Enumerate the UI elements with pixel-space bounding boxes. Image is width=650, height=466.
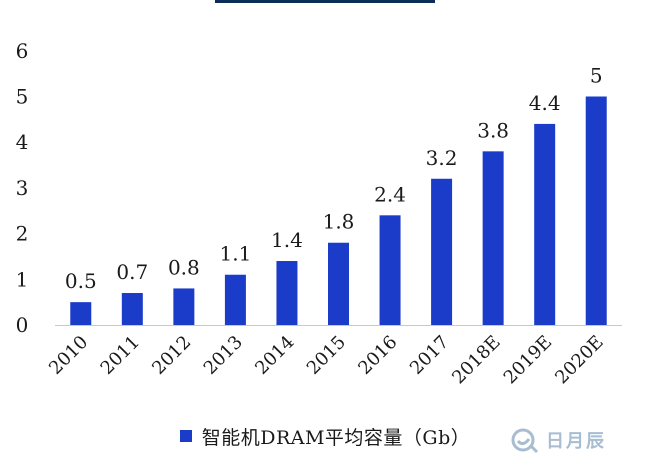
y-tick-label: 6 (16, 39, 29, 63)
bar-2011 (121, 293, 143, 325)
data-label: 1.1 (220, 242, 252, 266)
data-label: 5 (590, 64, 603, 88)
x-tick-label: 2013 (200, 332, 247, 379)
data-labels-group: 0.5 0.7 0.8 1.1 1.4 1.8 2.4 3.2 3.8 4.4 5 (65, 64, 603, 294)
y-axis: 0 1 2 3 4 5 6 (16, 39, 29, 337)
bar-2012 (173, 288, 195, 325)
legend-label: 智能机DRAM平均容量（Gb） (201, 426, 471, 449)
x-tick-label: 2010 (45, 332, 92, 379)
top-rule (215, 0, 435, 3)
y-tick-label: 0 (16, 313, 29, 337)
y-tick-label: 2 (16, 222, 29, 246)
data-label: 1.8 (323, 210, 355, 234)
legend: 智能机DRAM平均容量（Gb） (0, 421, 650, 451)
data-label: 3.8 (477, 118, 509, 142)
data-label: 0.5 (65, 269, 97, 293)
bar-2020E (585, 96, 607, 325)
bar-2017 (431, 178, 453, 325)
y-tick-label: 3 (16, 176, 29, 200)
x-tick-label: 2019E (500, 332, 557, 389)
data-label: 1.4 (271, 228, 303, 252)
x-tick-label: 2014 (251, 332, 298, 379)
x-tick-label: 2020E (551, 332, 608, 389)
x-tick-label: 2018E (448, 332, 505, 389)
bar-2010 (70, 302, 92, 325)
x-axis: 2010 2011 2012 2013 2014 2015 2016 20172018E201… (45, 325, 622, 389)
watermark-text: 日月辰 (546, 431, 606, 452)
bar-2013 (224, 274, 246, 325)
x-tick-label: 2016 (354, 332, 401, 379)
x-tick-label: 2017 (406, 332, 453, 379)
data-label: 2.4 (374, 182, 406, 206)
bar-2019E (534, 123, 556, 325)
legend-swatch (179, 430, 192, 442)
y-tick-label: 4 (16, 130, 29, 154)
x-tick-label: 2011 (97, 332, 144, 379)
bar-2016 (379, 215, 401, 325)
bar-2018E (482, 151, 504, 325)
y-tick-label: 5 (16, 85, 29, 109)
watermark-logo-icon (511, 428, 539, 454)
data-label: 3.2 (426, 146, 458, 170)
y-tick-label: 1 (16, 267, 29, 291)
watermark: 日月辰 (510, 422, 645, 458)
data-label: 0.7 (116, 260, 148, 284)
data-label: 0.8 (168, 255, 200, 279)
data-label: 4.4 (529, 91, 561, 115)
x-tick-label: 2012 (148, 332, 195, 379)
bars-group (70, 96, 607, 325)
x-tick-label: 2015 (303, 332, 350, 379)
bar-2014 (276, 261, 298, 325)
bar-2015 (328, 242, 349, 325)
